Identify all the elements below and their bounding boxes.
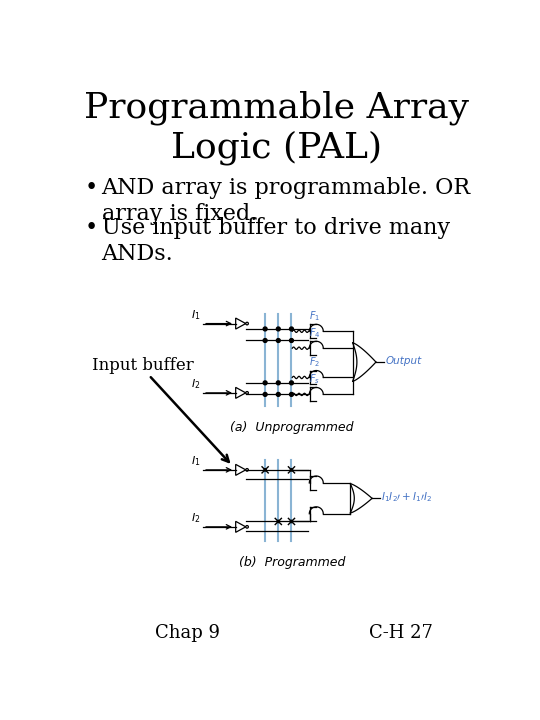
Text: Use input buffer to drive many
ANDs.: Use input buffer to drive many ANDs. — [102, 217, 450, 265]
Circle shape — [289, 392, 293, 396]
Circle shape — [289, 338, 293, 343]
Circle shape — [263, 381, 267, 384]
Text: C-H 27: C-H 27 — [369, 624, 433, 642]
Circle shape — [276, 392, 280, 396]
Text: $I_1$: $I_1$ — [191, 454, 201, 468]
Text: $I_1 I_2\prime + I_1\prime I_2$: $I_1 I_2\prime + I_1\prime I_2$ — [381, 491, 433, 505]
Circle shape — [263, 338, 267, 343]
Text: $F_s$: $F_s$ — [308, 372, 320, 386]
Text: Output: Output — [385, 356, 422, 366]
Text: •: • — [85, 217, 98, 239]
Text: •: • — [85, 177, 98, 199]
Circle shape — [289, 327, 293, 331]
Circle shape — [263, 392, 267, 396]
Circle shape — [291, 469, 293, 471]
Text: AND array is programmable. OR
array is fixed.: AND array is programmable. OR array is f… — [102, 177, 471, 225]
Text: (a)  Unprogrammed: (a) Unprogrammed — [231, 421, 354, 434]
Circle shape — [291, 521, 293, 523]
Circle shape — [263, 327, 267, 331]
Circle shape — [264, 469, 266, 471]
Text: $I_2$: $I_2$ — [191, 377, 201, 391]
Circle shape — [276, 338, 280, 343]
Text: $I_1$: $I_1$ — [191, 308, 201, 322]
Circle shape — [289, 381, 293, 384]
Text: Input buffer: Input buffer — [92, 356, 194, 374]
Text: $F_4$: $F_4$ — [308, 326, 320, 340]
Circle shape — [276, 327, 280, 331]
Circle shape — [277, 521, 280, 523]
Circle shape — [276, 381, 280, 384]
Text: Programmable Array
Logic (PAL): Programmable Array Logic (PAL) — [84, 90, 469, 165]
Text: $I_2$: $I_2$ — [191, 511, 201, 526]
Text: (b)  Programmed: (b) Programmed — [239, 556, 346, 569]
Text: $F_1$: $F_1$ — [308, 309, 320, 323]
Text: $F_2$: $F_2$ — [308, 355, 320, 369]
Text: Chap 9: Chap 9 — [155, 624, 220, 642]
